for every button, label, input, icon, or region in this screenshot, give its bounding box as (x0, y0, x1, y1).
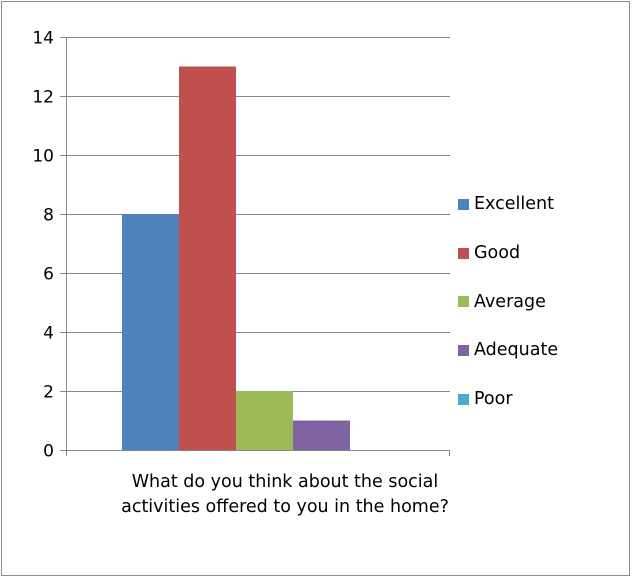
bar-excellent (122, 214, 179, 450)
legend-label: Excellent (474, 194, 554, 215)
y-tick-label: 4 (43, 324, 54, 344)
bars (122, 66, 350, 450)
y-tick-labels: 0 2 4 6 8 10 12 14 (32, 29, 54, 462)
legend-label: Good (474, 243, 521, 264)
legend-label: Poor (474, 389, 513, 410)
bar-good (179, 66, 236, 450)
y-tick-label: 10 (32, 147, 54, 167)
legend-swatch (458, 296, 469, 308)
legend-swatch (458, 344, 469, 356)
legend-item-excellent: Excellent (458, 180, 558, 229)
axes (60, 37, 450, 456)
y-tick-label: 12 (32, 88, 54, 108)
bar-adequate (293, 420, 350, 450)
legend-swatch (458, 198, 469, 210)
legend-item-good: Good (458, 229, 558, 278)
bar-average (236, 391, 293, 450)
x-category-label: What do you think about the social activ… (121, 472, 449, 517)
legend-label: Average (474, 291, 546, 312)
y-tick-label: 8 (43, 206, 54, 226)
legend-item-adequate: Adequate (458, 326, 558, 375)
y-tick-label: 0 (43, 442, 54, 462)
legend-item-average: Average (458, 277, 558, 326)
y-tick-label: 2 (43, 383, 54, 403)
y-tick-label: 6 (43, 265, 54, 285)
legend-label: Adequate (474, 340, 559, 361)
legend-item-poor: Poor (458, 375, 558, 424)
legend: Excellent Good Average Adequate Poor (458, 180, 558, 423)
y-tick-label: 14 (32, 29, 54, 49)
legend-swatch (458, 247, 469, 259)
legend-swatch (458, 393, 469, 405)
